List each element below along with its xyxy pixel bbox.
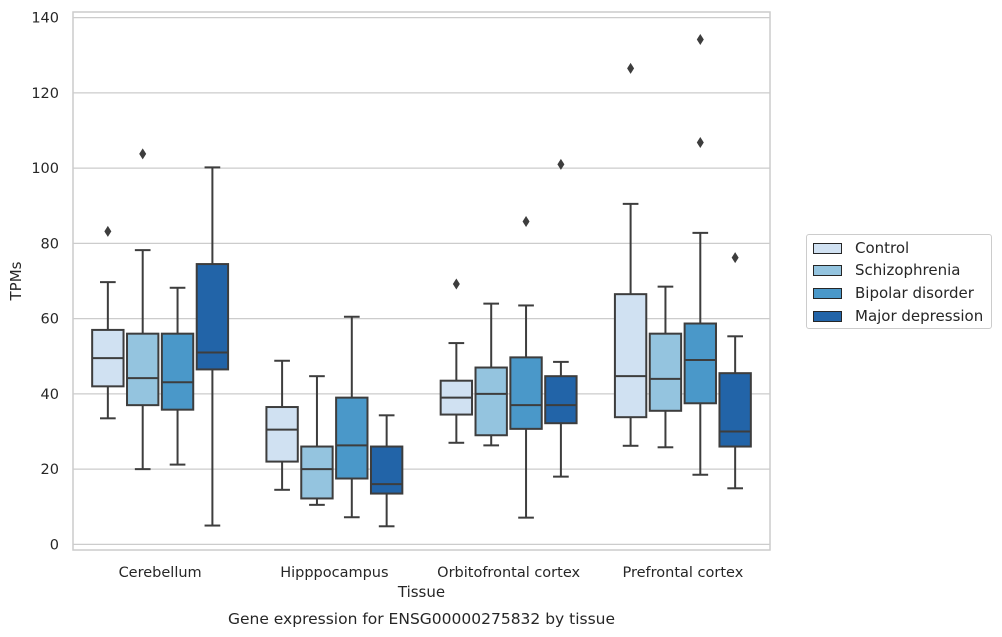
iqr-box-prefrontal-cortex-schizophrenia	[648, 332, 683, 412]
box-hipppocampus-bipolar-disorder	[335, 315, 369, 519]
iqr-box-orbitofrontal-cortex-schizophrenia	[474, 366, 508, 437]
box-prefrontal-cortex-bipolar-disorder	[683, 33, 717, 476]
legend: Control Schizophrenia Bipolar disorder M…	[806, 234, 992, 329]
legend-swatch-control	[813, 242, 842, 254]
box-cerebellum-major-depression	[195, 166, 230, 527]
box-cerebellum-bipolar-disorder	[160, 286, 195, 466]
box-cerebellum-schizophrenia	[126, 148, 160, 471]
iqr-box-prefrontal-cortex-bipolar-disorder	[683, 322, 717, 405]
legend-item-major-depression: Major depression	[813, 306, 983, 326]
legend-swatch-bipolar-disorder	[813, 287, 842, 299]
box-orbitofrontal-cortex-major-depression	[544, 158, 578, 478]
box-hipppocampus-control	[265, 359, 299, 491]
y-tick-label-100: 100	[31, 161, 59, 177]
iqr-box-cerebellum-major-depression	[195, 263, 230, 371]
outlier-orbitofrontal-cortex-bipolar-disorder-0	[522, 216, 530, 228]
box-prefrontal-cortex-schizophrenia	[648, 285, 683, 449]
y-tick-label-120: 120	[31, 86, 59, 102]
box-orbitofrontal-cortex-bipolar-disorder	[509, 216, 543, 519]
iqr-box-hipppocampus-bipolar-disorder	[335, 396, 369, 480]
y-axis-label: TPMs	[7, 261, 25, 301]
outlier-prefrontal-cortex-bipolar-disorder-1	[696, 33, 704, 45]
legend-item-bipolar-disorder: Bipolar disorder	[813, 283, 974, 303]
legend-label-schizophrenia: Schizophrenia	[855, 261, 961, 279]
iqr-box-hipppocampus-major-depression	[369, 445, 404, 495]
outlier-prefrontal-cortex-control-0	[627, 62, 635, 74]
boxes-layer	[91, 33, 752, 528]
iqr-box-cerebellum-schizophrenia	[126, 332, 160, 407]
box-orbitofrontal-cortex-control	[439, 278, 474, 444]
iqr-box-hipppocampus-schizophrenia	[300, 445, 334, 500]
box-orbitofrontal-cortex-schizophrenia	[474, 302, 508, 447]
x-tick-label-cerebellum: Cerebellum	[119, 565, 202, 581]
legend-label-bipolar-disorder: Bipolar disorder	[855, 284, 974, 302]
x-tick-label-orbitofrontal-cortex: Orbitofrontal cortex	[437, 565, 580, 581]
y-tick-label-20: 20	[41, 462, 59, 478]
box-hipppocampus-major-depression	[369, 414, 404, 528]
box-prefrontal-cortex-control	[613, 62, 648, 447]
box-hipppocampus-schizophrenia	[300, 375, 334, 506]
iqr-box-cerebellum-bipolar-disorder	[160, 332, 195, 411]
outlier-prefrontal-cortex-major-depression-0	[731, 252, 739, 264]
y-tick-label-40: 40	[41, 387, 59, 403]
x-tick-label-prefrontal-cortex: Prefrontal cortex	[622, 565, 743, 581]
legend-label-control: Control	[855, 239, 910, 257]
x-axis-label: Tissue	[397, 583, 445, 601]
chart-title: Gene expression for ENSG00000275832 by t…	[228, 610, 615, 628]
legend-swatch-schizophrenia	[813, 264, 842, 276]
y-tick-label-140: 140	[31, 11, 59, 27]
box-cerebellum-control	[91, 225, 125, 420]
x-tick-labels: Cerebellum Hipppocampus Orbitofrontal cort…	[119, 565, 744, 581]
legend-label-major-depression: Major depression	[855, 307, 984, 325]
legend-swatch-major-depression	[813, 310, 842, 322]
iqr-box-orbitofrontal-cortex-major-depression	[544, 375, 578, 425]
iqr-box-hipppocampus-control	[265, 406, 299, 463]
box-prefrontal-cortex-major-depression	[718, 252, 752, 490]
iqr-box-prefrontal-cortex-major-depression	[718, 372, 752, 448]
outlier-prefrontal-cortex-bipolar-disorder-0	[696, 137, 704, 149]
y-tick-labels: 0 20 40 60 80 100 120 140	[31, 11, 59, 554]
y-tick-label-60: 60	[41, 312, 59, 328]
outlier-orbitofrontal-cortex-major-depression-0	[557, 158, 565, 170]
legend-item-schizophrenia: Schizophrenia	[813, 260, 960, 280]
x-tick-label-hipppocampus: Hipppocampus	[280, 565, 388, 581]
y-tick-label-0: 0	[50, 537, 59, 553]
outlier-cerebellum-control-0	[104, 225, 112, 237]
outlier-orbitofrontal-cortex-control-0	[452, 278, 460, 290]
iqr-box-orbitofrontal-cortex-bipolar-disorder	[509, 356, 543, 430]
legend-item-control: Control	[813, 238, 909, 258]
iqr-box-prefrontal-cortex-control	[613, 293, 648, 419]
y-tick-label-80: 80	[41, 236, 59, 252]
outlier-cerebellum-schizophrenia-0	[139, 148, 147, 160]
plot-area-frame	[72, 11, 771, 551]
